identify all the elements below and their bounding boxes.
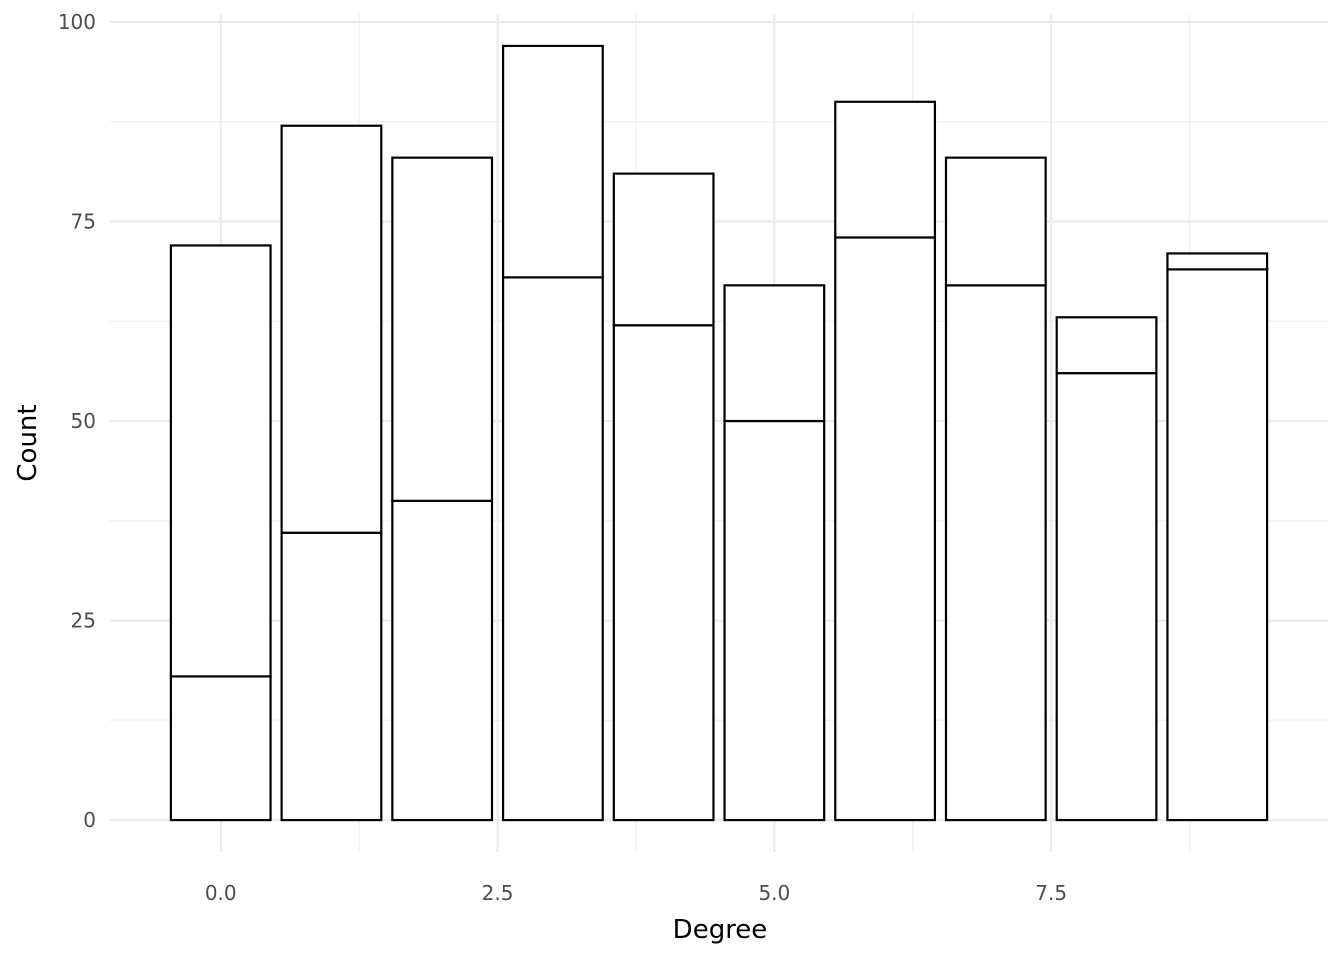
bar-segment-x9-s1	[1166, 252, 1269, 271]
bars	[169, 44, 1269, 822]
y-tick-label: 75	[71, 210, 96, 234]
bar-segment-x0-s0	[169, 675, 272, 822]
y-tick-label: 0	[83, 808, 96, 832]
bar-segment-x2-s0	[391, 499, 494, 822]
x-tick-label: 2.5	[482, 881, 514, 905]
y-axis-title: Count	[13, 404, 43, 481]
x-axis-title: Degree	[673, 915, 768, 945]
bar-segment-x2-s1	[391, 156, 494, 502]
bar-segment-x6-s0	[834, 236, 937, 822]
bar-segment-x0-s1	[169, 244, 272, 678]
bar-segment-x3-s1	[501, 44, 604, 279]
bar-segment-x9-s0	[1166, 268, 1269, 822]
bar-segment-x5-s1	[723, 284, 826, 423]
bar-segment-x7-s1	[944, 156, 1047, 287]
bar-segment-x3-s0	[501, 276, 604, 822]
y-tick-label: 100	[58, 10, 96, 34]
bar-segment-x1-s0	[280, 531, 383, 822]
y-tick-label: 25	[71, 609, 96, 633]
tick-labels: 0.0 2.5 5.0 7.5 0 25 50 75 100	[58, 10, 1067, 905]
bar-segment-x4-s1	[612, 172, 715, 327]
x-tick-label: 0.0	[205, 881, 237, 905]
bar-segment-x4-s0	[612, 324, 715, 822]
bar-segment-x1-s1	[280, 124, 383, 534]
bar-segment-x5-s0	[723, 419, 826, 822]
bar-segment-x6-s1	[834, 100, 937, 239]
bar-segment-x7-s0	[944, 284, 1047, 822]
x-tick-label: 5.0	[758, 881, 790, 905]
bar-segment-x8-s1	[1055, 316, 1158, 375]
bar-segment-x8-s0	[1055, 372, 1158, 822]
x-tick-label: 7.5	[1035, 881, 1067, 905]
y-tick-label: 50	[71, 409, 96, 433]
